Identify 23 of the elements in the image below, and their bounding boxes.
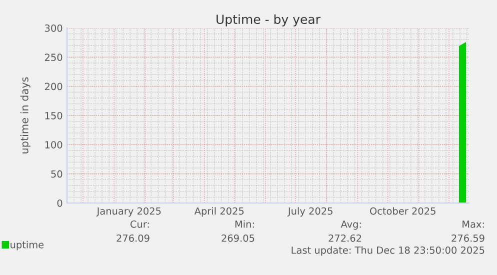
x-tick-label: July 2025 (287, 207, 332, 217)
text: Avg: (340, 220, 361, 230)
y-tick-label: 150 (45, 112, 62, 120)
text: 269.05 (222, 234, 254, 242)
chart-title: Uptime - by year (216, 14, 320, 26)
x-tick-label: January 2025 (96, 207, 161, 217)
x-tick-label: October 2025 (370, 207, 436, 215)
y-tick-label: 100 (45, 141, 62, 148)
text: Last update: Thu Dec 18 23:50:00 2025 (292, 246, 484, 256)
y-tick-label: 300 (45, 24, 62, 32)
text: 276.59 (452, 234, 484, 242)
x-tick-label: April 2025 (194, 207, 244, 217)
legend-label: uptime (10, 240, 44, 250)
y-tick-label: 0 (57, 199, 62, 207)
text: Cur: (130, 220, 149, 228)
y-tick-label: 50 (51, 170, 62, 178)
text: 272.62 (328, 234, 362, 242)
y-tick-label: 250 (44, 54, 62, 61)
text: Min: (235, 220, 254, 228)
y-axis-title: uptime in days (20, 77, 30, 154)
y-tick-label: 200 (44, 82, 62, 90)
text: 276.09 (116, 234, 150, 242)
text: Max: (462, 220, 484, 228)
